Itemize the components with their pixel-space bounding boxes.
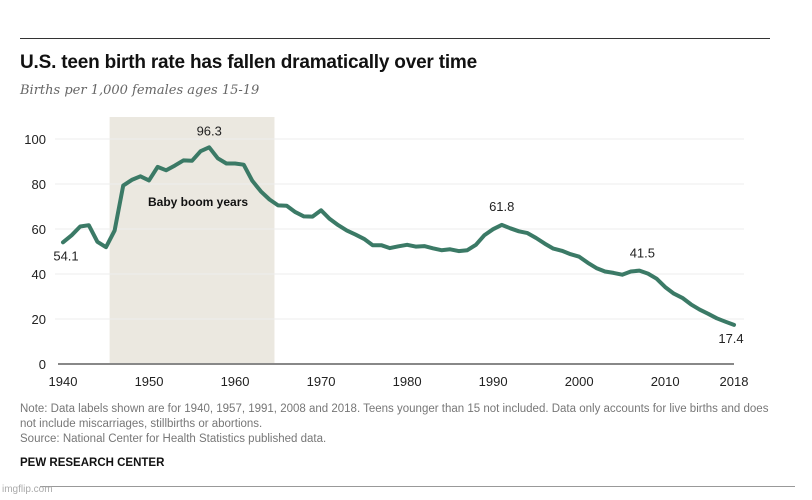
x-tick-label: 1940 <box>49 374 78 389</box>
y-tick-label: 0 <box>39 357 46 372</box>
x-tick-label: 1990 <box>479 374 508 389</box>
chart-title: U.S. teen birth rate has fallen dramatic… <box>20 52 477 73</box>
top-rule <box>20 38 770 39</box>
shaded-region-baby-boom <box>109 117 275 364</box>
note-text: Note: Data labels shown are for 1940, 19… <box>20 403 769 430</box>
data-label: 96.3 <box>197 123 222 138</box>
brand-label: PEW RESEARCH CENTER <box>20 457 165 469</box>
line-chart: 0 20 40 60 80 100 1940 1950 1960 1970 1980 1990 2000… <box>24 117 749 389</box>
x-tick-label: 1960 <box>221 374 250 389</box>
watermark: imgflip.com <box>2 484 53 495</box>
shaded-region-label: Baby boom years <box>148 195 248 209</box>
data-label: 41.5 <box>630 246 655 261</box>
data-label: 54.1 <box>53 248 78 263</box>
y-tick-label: 60 <box>32 222 46 237</box>
chart-note: Note: Data labels shown are for 1940, 19… <box>20 402 780 447</box>
x-tick-label: 2000 <box>565 374 594 389</box>
x-tick-label: 2010 <box>651 374 680 389</box>
x-tick-label: 1970 <box>307 374 336 389</box>
x-tick-label: 2018 <box>720 374 749 389</box>
data-label: 17.4 <box>718 331 743 346</box>
y-tick-label: 100 <box>24 132 46 147</box>
y-tick-label: 80 <box>32 177 46 192</box>
chart-subtitle: Births per 1,000 females ages 15-19 <box>20 83 260 98</box>
data-label: 61.8 <box>489 199 514 214</box>
bottom-rule <box>40 486 795 487</box>
x-tick-label: 1980 <box>393 374 422 389</box>
y-tick-label: 40 <box>32 267 46 282</box>
source-text: Source: National Center for Health Stati… <box>20 433 327 445</box>
y-tick-label: 20 <box>32 312 46 327</box>
series-line-teen-birth-rate <box>61 145 736 327</box>
x-tick-label: 1950 <box>135 374 164 389</box>
